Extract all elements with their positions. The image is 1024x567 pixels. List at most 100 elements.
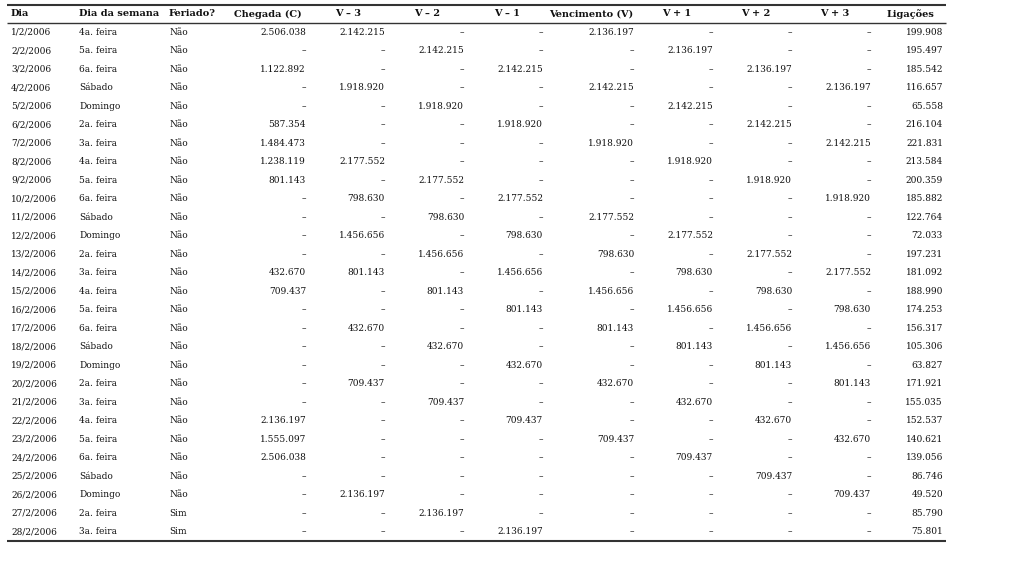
Text: –: – (787, 509, 792, 518)
Text: –: – (630, 342, 634, 351)
Text: –: – (630, 490, 634, 500)
Text: –: – (866, 213, 871, 222)
Text: Não: Não (169, 83, 187, 92)
Text: –: – (866, 287, 871, 296)
Text: –: – (381, 435, 385, 444)
Text: 49.520: 49.520 (911, 490, 943, 500)
Text: 801.143: 801.143 (755, 361, 792, 370)
Text: –: – (787, 157, 792, 166)
Text: –: – (630, 397, 634, 407)
Text: –: – (709, 120, 713, 129)
Text: 2.142.215: 2.142.215 (746, 120, 792, 129)
Text: –: – (709, 509, 713, 518)
Text: –: – (787, 453, 792, 462)
Text: 24/2/2006: 24/2/2006 (11, 453, 57, 462)
Text: 4a. feira: 4a. feira (79, 28, 117, 37)
Text: 2.142.215: 2.142.215 (498, 65, 543, 74)
Text: 798.630: 798.630 (676, 268, 713, 277)
Text: 122.764: 122.764 (906, 213, 943, 222)
Text: –: – (709, 176, 713, 185)
Text: –: – (787, 490, 792, 500)
Text: –: – (539, 101, 543, 111)
Text: 1.918.920: 1.918.920 (339, 83, 385, 92)
Text: 5/2/2006: 5/2/2006 (11, 101, 51, 111)
Text: –: – (301, 231, 306, 240)
Text: –: – (301, 397, 306, 407)
Text: 63.827: 63.827 (911, 361, 943, 370)
Text: Sim: Sim (169, 509, 186, 518)
Text: Não: Não (169, 361, 187, 370)
Text: 21/2/2006: 21/2/2006 (11, 397, 57, 407)
Text: 801.143: 801.143 (597, 324, 634, 333)
Text: 432.670: 432.670 (506, 361, 543, 370)
Text: 6/2/2006: 6/2/2006 (11, 120, 51, 129)
Text: Feriado?: Feriado? (169, 10, 216, 19)
Text: 19/2/2006: 19/2/2006 (11, 361, 57, 370)
Text: Não: Não (169, 231, 187, 240)
Text: –: – (787, 213, 792, 222)
Text: 6a. feira: 6a. feira (79, 194, 117, 203)
Text: –: – (787, 342, 792, 351)
Text: –: – (301, 490, 306, 500)
Text: –: – (381, 65, 385, 74)
Text: Sim: Sim (169, 527, 186, 536)
Text: 709.437: 709.437 (597, 435, 634, 444)
Text: Não: Não (169, 213, 187, 222)
Text: 86.746: 86.746 (911, 472, 943, 481)
Text: –: – (539, 157, 543, 166)
Text: –: – (381, 249, 385, 259)
Text: Dia: Dia (11, 10, 30, 19)
Text: 28/2/2006: 28/2/2006 (11, 527, 57, 536)
Text: –: – (787, 46, 792, 55)
Text: –: – (539, 28, 543, 37)
Text: 798.630: 798.630 (506, 231, 543, 240)
Text: 116.657: 116.657 (905, 83, 943, 92)
Text: Não: Não (169, 139, 187, 148)
Text: –: – (630, 305, 634, 314)
Text: –: – (381, 416, 385, 425)
Text: –: – (787, 527, 792, 536)
Text: –: – (709, 379, 713, 388)
Text: 10/2/2006: 10/2/2006 (11, 194, 57, 203)
Text: –: – (539, 213, 543, 222)
Text: 9/2/2006: 9/2/2006 (11, 176, 51, 185)
Text: 2.177.552: 2.177.552 (667, 231, 713, 240)
Text: –: – (381, 305, 385, 314)
Text: Não: Não (169, 379, 187, 388)
Text: –: – (630, 46, 634, 55)
Text: 185.882: 185.882 (905, 194, 943, 203)
Text: –: – (866, 472, 871, 481)
Text: 432.670: 432.670 (427, 342, 464, 351)
Text: –: – (381, 509, 385, 518)
Text: –: – (709, 249, 713, 259)
Text: 432.670: 432.670 (269, 268, 306, 277)
Text: –: – (381, 527, 385, 536)
Text: 2a. feira: 2a. feira (79, 249, 117, 259)
Text: 801.143: 801.143 (268, 176, 306, 185)
Text: 2a. feira: 2a. feira (79, 379, 117, 388)
Text: 85.790: 85.790 (911, 509, 943, 518)
Text: –: – (381, 361, 385, 370)
Text: 432.670: 432.670 (834, 435, 871, 444)
Text: 140.621: 140.621 (906, 435, 943, 444)
Text: Ligações: Ligações (886, 9, 934, 19)
Text: 2.136.197: 2.136.197 (668, 46, 713, 55)
Text: –: – (460, 231, 464, 240)
Text: Não: Não (169, 157, 187, 166)
Text: –: – (709, 527, 713, 536)
Text: –: – (301, 361, 306, 370)
Text: 798.630: 798.630 (427, 213, 464, 222)
Text: –: – (630, 176, 634, 185)
Text: –: – (381, 139, 385, 148)
Text: –: – (539, 397, 543, 407)
Text: V – 3: V – 3 (336, 10, 361, 19)
Text: 8/2/2006: 8/2/2006 (11, 157, 51, 166)
Text: –: – (539, 342, 543, 351)
Text: Não: Não (169, 435, 187, 444)
Text: –: – (709, 139, 713, 148)
Text: –: – (866, 65, 871, 74)
Text: 1.456.656: 1.456.656 (745, 324, 792, 333)
Text: –: – (301, 509, 306, 518)
Text: 1.456.656: 1.456.656 (418, 249, 464, 259)
Text: –: – (460, 139, 464, 148)
